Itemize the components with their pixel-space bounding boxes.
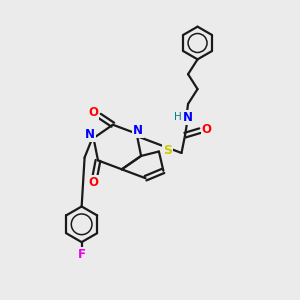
Text: O: O: [88, 176, 98, 189]
Text: H: H: [174, 112, 182, 122]
Text: N: N: [85, 128, 95, 141]
Text: F: F: [78, 248, 86, 260]
Text: S: S: [163, 143, 172, 157]
Text: N: N: [133, 124, 143, 136]
Text: O: O: [202, 123, 212, 136]
Text: N: N: [182, 111, 192, 124]
Text: O: O: [88, 106, 98, 119]
